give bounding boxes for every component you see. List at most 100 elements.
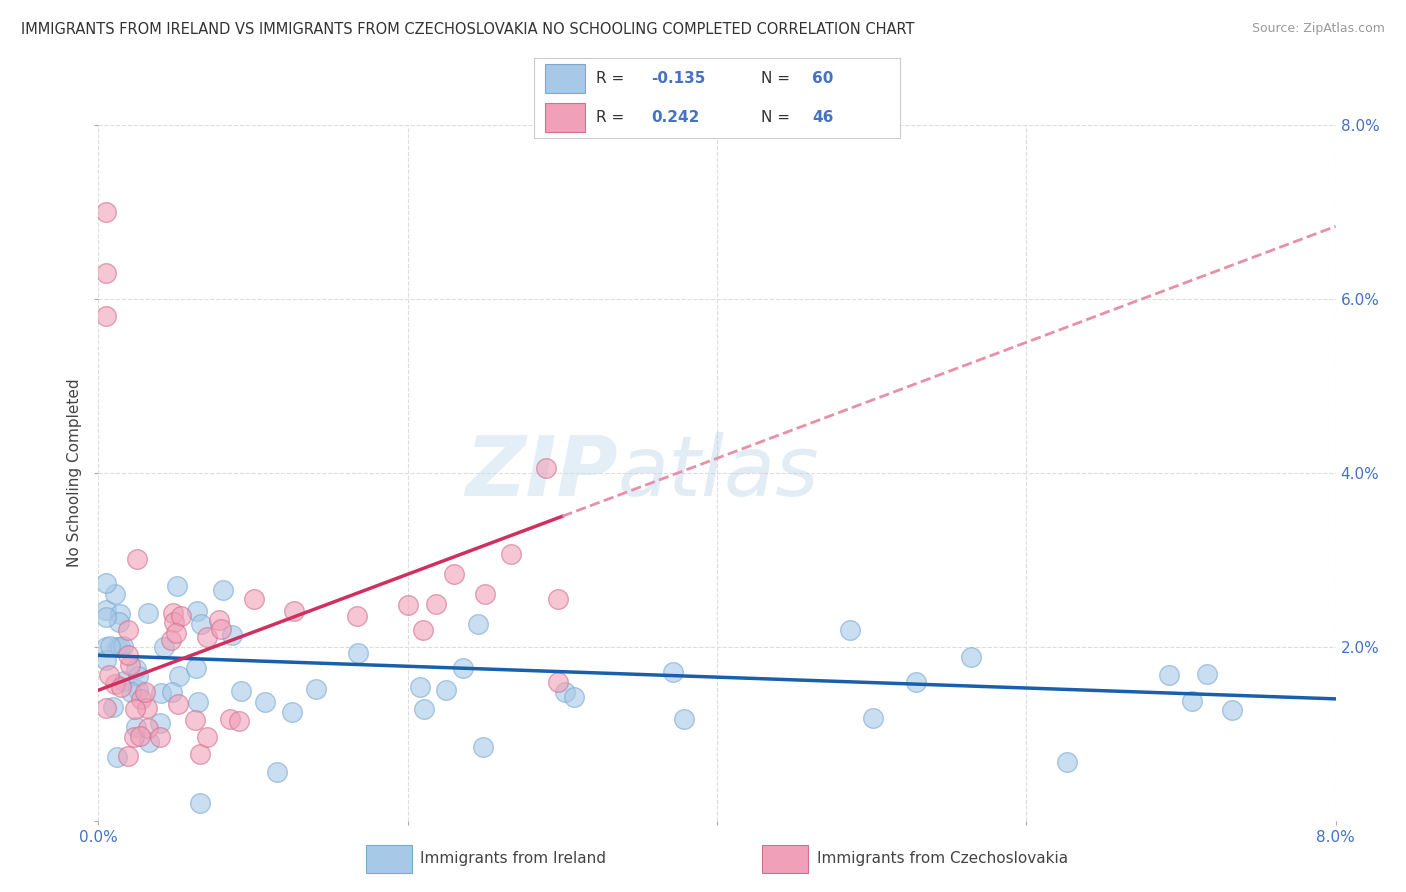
Point (501, 548, 523, 562)
Point (136, 721, 159, 735)
Point (127, 669, 149, 683)
Point (467, 617, 489, 632)
Point (96, 609, 118, 624)
Point (149, 716, 172, 731)
Point (134, 684, 156, 698)
Point (283, 604, 305, 618)
Point (127, 683, 149, 698)
Point (105, 749, 128, 764)
Point (117, 648, 139, 662)
Point (118, 658, 141, 673)
Point (434, 682, 457, 697)
Point (536, 461, 558, 475)
Point (153, 640, 176, 654)
Point (184, 661, 207, 675)
Point (162, 606, 184, 620)
Text: ZIP: ZIP (465, 433, 619, 513)
Text: 60: 60 (813, 71, 834, 87)
Point (160, 633, 183, 648)
Point (862, 711, 884, 725)
Point (107, 615, 129, 629)
Point (188, 796, 211, 810)
Point (101, 699, 124, 714)
Point (125, 720, 148, 734)
Point (960, 649, 983, 664)
Point (472, 739, 495, 754)
Text: Source: ZipAtlas.com: Source: ZipAtlas.com (1251, 22, 1385, 36)
Text: Immigrants from Czechoslovakia: Immigrants from Czechoslovakia (817, 851, 1069, 866)
Y-axis label: No Schooling Completed: No Schooling Completed (67, 378, 83, 567)
Text: Immigrants from Ireland: Immigrants from Ireland (420, 851, 606, 866)
Point (184, 713, 207, 727)
Point (96, 575, 118, 590)
Point (162, 685, 184, 699)
Point (149, 730, 172, 744)
Point (453, 660, 475, 674)
Bar (546, 64, 585, 94)
Bar (762, 845, 808, 872)
Point (96, 266, 118, 280)
Text: N =: N = (761, 71, 790, 87)
Text: 0.242: 0.242 (651, 110, 700, 125)
Point (221, 628, 243, 642)
Point (96, 640, 118, 655)
Point (138, 735, 160, 749)
Bar (366, 845, 412, 872)
Point (122, 730, 145, 744)
Point (281, 705, 304, 719)
Point (662, 665, 685, 679)
Point (125, 662, 148, 676)
Point (228, 714, 250, 728)
Point (98, 639, 121, 653)
Point (547, 592, 569, 607)
Point (195, 630, 218, 644)
Point (409, 680, 432, 694)
Point (150, 685, 173, 699)
Point (167, 668, 190, 682)
Point (253, 694, 276, 708)
Point (117, 623, 139, 637)
Point (212, 582, 235, 597)
Point (170, 609, 193, 624)
Point (1056, 756, 1078, 770)
Point (425, 597, 447, 611)
Point (108, 640, 131, 655)
Point (242, 592, 264, 607)
Point (186, 604, 208, 618)
Point (96, 309, 118, 323)
Point (412, 623, 434, 637)
Point (117, 749, 139, 764)
Bar (546, 103, 585, 132)
Point (195, 730, 218, 744)
Point (120, 685, 142, 699)
Point (554, 684, 576, 698)
Point (166, 578, 188, 592)
Point (905, 675, 928, 690)
Point (97, 667, 120, 681)
Point (163, 615, 186, 629)
Point (190, 617, 212, 632)
Point (347, 646, 370, 660)
Point (218, 712, 240, 726)
Point (305, 682, 328, 697)
Point (209, 622, 232, 636)
Text: atlas: atlas (619, 433, 820, 513)
Point (136, 606, 159, 620)
Point (1222, 703, 1244, 717)
Point (229, 684, 252, 698)
Point (413, 702, 436, 716)
Point (136, 701, 159, 715)
Text: -0.135: -0.135 (651, 71, 706, 87)
Point (104, 677, 127, 691)
Point (96, 701, 118, 715)
Text: R =: R = (596, 110, 624, 125)
Point (104, 587, 127, 601)
Point (129, 729, 152, 743)
Point (673, 712, 696, 726)
Point (127, 551, 149, 566)
Point (111, 639, 134, 653)
Point (396, 599, 419, 613)
Point (564, 690, 586, 704)
Point (266, 764, 288, 779)
Point (96, 204, 118, 219)
